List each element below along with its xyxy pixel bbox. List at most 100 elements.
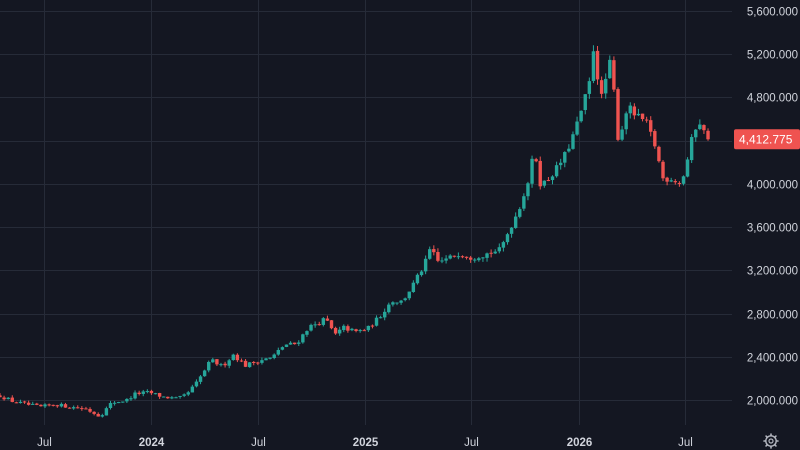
candle-body xyxy=(477,258,481,261)
candle-body xyxy=(174,397,178,399)
candle-body xyxy=(284,344,289,347)
candle-body xyxy=(579,110,583,122)
candle-body xyxy=(14,402,19,404)
settings-gear-icon[interactable] xyxy=(763,433,779,449)
candle-body xyxy=(583,94,587,111)
candle-body xyxy=(604,78,608,94)
candle-body xyxy=(538,160,542,187)
candle-body xyxy=(526,183,530,197)
candle-body xyxy=(76,407,80,409)
candle-body xyxy=(550,176,555,181)
candle-body xyxy=(22,401,27,403)
candle-body xyxy=(677,182,682,184)
y-tick-label: 4,800.000 xyxy=(747,93,798,105)
candle-body xyxy=(436,252,440,261)
candle-body xyxy=(247,362,252,368)
x-tick-label: 2025 xyxy=(353,437,379,449)
candle-body xyxy=(448,255,452,259)
last-price-label-box xyxy=(734,129,800,150)
candle-body xyxy=(317,324,321,326)
candle-body xyxy=(624,113,628,130)
candle-body xyxy=(223,363,227,366)
candle-body xyxy=(444,258,448,261)
candle-body xyxy=(567,148,571,152)
candle-body xyxy=(460,256,465,258)
candle-body xyxy=(0,395,2,398)
candle-body xyxy=(166,396,170,399)
candle-body xyxy=(428,249,432,259)
candle-body xyxy=(419,271,424,276)
candle-body xyxy=(575,121,579,135)
candle-body xyxy=(468,257,473,260)
y-tick-label: 5,600.000 xyxy=(747,7,798,19)
candle-body xyxy=(337,329,342,334)
candle-body xyxy=(432,249,436,253)
candle-body xyxy=(669,180,673,182)
candle-body xyxy=(207,361,211,371)
x-tick-label: Jul xyxy=(251,437,266,449)
candle-body xyxy=(407,291,411,299)
candle-body xyxy=(170,397,174,399)
candle-body xyxy=(10,397,14,402)
candle-body xyxy=(260,360,264,363)
x-tick-label: Jul xyxy=(37,437,52,449)
candle-body xyxy=(333,327,338,334)
y-tick-label: 3,200.000 xyxy=(747,266,798,278)
candle-body xyxy=(280,347,285,350)
candle-body xyxy=(51,404,55,406)
candle-body xyxy=(501,242,506,248)
candle-body xyxy=(88,408,92,412)
candle-body xyxy=(292,342,297,345)
candle-body xyxy=(325,318,330,321)
candle-body xyxy=(673,181,677,183)
candle-body xyxy=(125,398,129,402)
candle-body xyxy=(186,392,190,395)
candle-body xyxy=(513,216,518,228)
candle-body xyxy=(178,395,182,397)
candle-body xyxy=(558,162,563,166)
candle-body xyxy=(473,259,477,261)
candle-body xyxy=(182,394,186,396)
candle-body xyxy=(374,317,379,326)
candle-body xyxy=(55,405,59,407)
candle-body xyxy=(256,362,260,364)
y-tick-label: 2,400.000 xyxy=(747,353,798,365)
candle-body xyxy=(272,354,276,359)
candle-body xyxy=(464,256,469,258)
candle-body xyxy=(554,165,559,177)
last-price-label: 4,412.775 xyxy=(739,132,793,146)
candle-body xyxy=(640,113,645,120)
candle-body xyxy=(6,397,10,400)
candle-body xyxy=(219,364,223,366)
candle-body xyxy=(681,176,686,184)
candle-body xyxy=(661,161,665,179)
candle-body xyxy=(301,334,305,343)
x-tick-label: 2024 xyxy=(139,437,165,449)
candle-body xyxy=(342,325,346,331)
candle-body xyxy=(657,146,661,162)
candle-body xyxy=(612,60,616,90)
candle-body xyxy=(92,411,96,414)
candle-body xyxy=(112,402,117,404)
candle-body xyxy=(252,361,256,363)
grid-lines xyxy=(0,0,732,425)
candle-body xyxy=(288,342,293,345)
candle-body xyxy=(350,328,354,331)
candle-body xyxy=(399,300,403,303)
candle-body xyxy=(595,50,600,80)
candle-body xyxy=(616,89,620,140)
candle-body xyxy=(383,311,387,318)
candle-body xyxy=(685,159,690,177)
x-tick-label: Jul xyxy=(678,437,693,449)
candle-body xyxy=(329,320,334,329)
candle-body xyxy=(39,404,43,407)
candle-body xyxy=(80,408,84,410)
candle-body xyxy=(620,129,624,140)
candle-body xyxy=(411,282,416,293)
candle-body xyxy=(423,258,428,272)
candle-body xyxy=(153,393,158,395)
candle-body xyxy=(518,209,522,217)
candle-body xyxy=(2,397,6,400)
